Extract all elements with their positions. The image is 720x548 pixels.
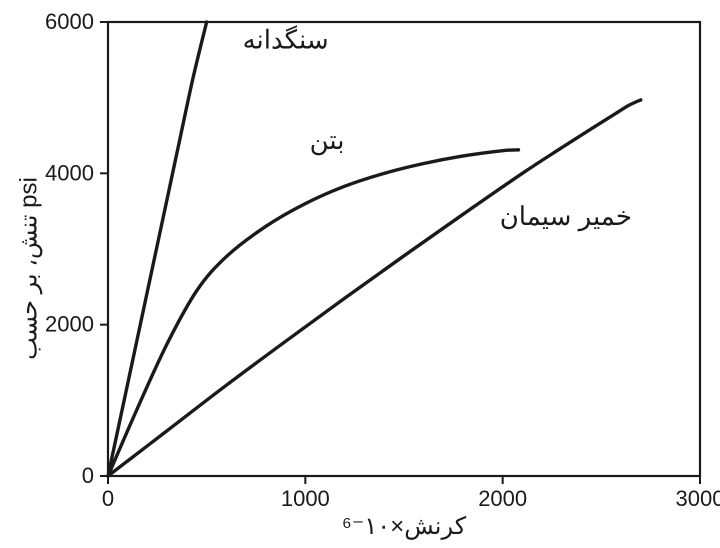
x-tick-label: 0 <box>102 486 114 511</box>
x-axis-label: کرنش×۱۰⁻⁶ <box>342 513 467 540</box>
y-tick-label: 2000 <box>45 312 94 337</box>
y-tick-label: 0 <box>82 463 94 488</box>
x-ticks: 0 1000 2000 3000 <box>102 476 720 511</box>
x-tick-label: 2000 <box>478 486 527 511</box>
y-ticks: 0 2000 4000 6000 <box>45 9 108 488</box>
y-tick-label: 6000 <box>45 9 94 34</box>
chart-svg: 0100020003000 0200040006000 سنگدانه بتن … <box>0 0 720 548</box>
label-aggregate: سنگدانه <box>243 24 329 54</box>
y-tick-label: 4000 <box>45 160 94 185</box>
curve-aggregate <box>108 22 207 476</box>
x-tick-label: 3000 <box>676 486 720 511</box>
stress-strain-chart: 0100020003000 0200040006000 سنگدانه بتن … <box>0 0 720 548</box>
x-tick-label: 1000 <box>281 486 330 511</box>
label-concrete: بتن <box>310 125 345 156</box>
curve-cement-paste <box>108 100 641 476</box>
label-cement-paste: خمیر سیمان <box>500 201 632 232</box>
